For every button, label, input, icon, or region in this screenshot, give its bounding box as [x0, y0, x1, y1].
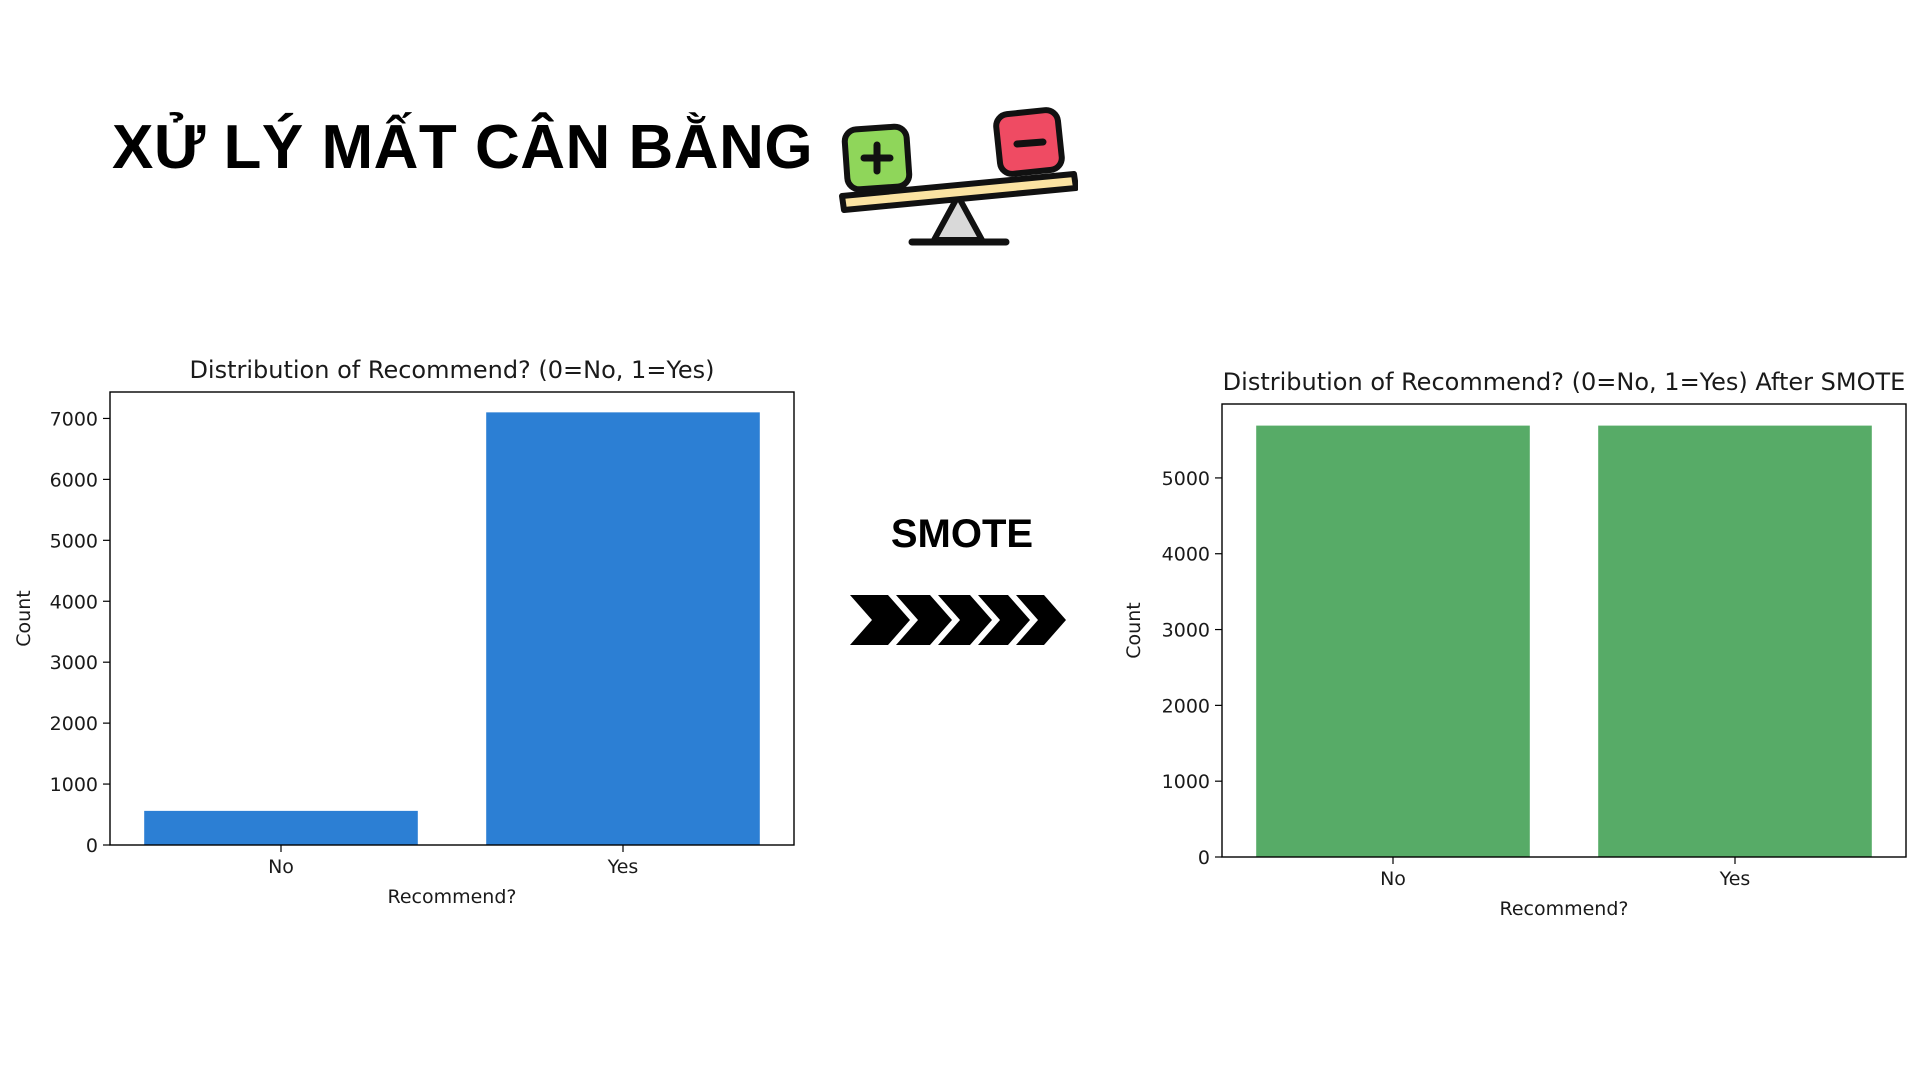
chart-after-smote: Distribution of Recommend? (0=No, 1=Yes)…: [1123, 368, 1907, 920]
y-tick-label: 0: [86, 835, 98, 857]
y-tick-label: 2000: [50, 713, 98, 735]
y-tick-label: 1000: [50, 774, 98, 796]
y-tick-label: 5000: [1162, 468, 1210, 490]
chevrons-right-icon: [850, 595, 1066, 645]
x-tick-label: No: [268, 856, 294, 878]
x-axis-label: Recommend?: [1499, 898, 1628, 920]
chart-title: Distribution of Recommend? (0=No, 1=Yes)…: [1223, 368, 1906, 396]
y-tick-label: 7000: [50, 408, 98, 430]
chart-before-smote: Distribution of Recommend? (0=No, 1=Yes)…: [13, 356, 795, 908]
y-tick-label: 3000: [1162, 620, 1210, 642]
y-tick-label: 1000: [1162, 771, 1210, 793]
plot-frame: [1221, 403, 1907, 858]
chart-title: Distribution of Recommend? (0=No, 1=Yes): [189, 356, 714, 384]
bar-no: [144, 810, 418, 845]
plot-frame: [109, 391, 795, 846]
x-axis-label: Recommend?: [387, 886, 516, 908]
x-tick-label: Yes: [607, 856, 639, 878]
y-tick-label: 5000: [50, 530, 98, 552]
smote-label: SMOTE: [890, 512, 1034, 556]
page-title: XỬ LÝ MẤT CÂN BẰNG: [112, 113, 814, 182]
x-tick-label: No: [1380, 868, 1406, 890]
seesaw-balance-icon: [839, 107, 1078, 246]
y-tick-label: 4000: [1162, 544, 1210, 566]
y-axis-label: Count: [1123, 602, 1145, 658]
bar-yes: [1598, 425, 1872, 857]
y-tick-label: 3000: [50, 652, 98, 674]
y-tick-label: 4000: [50, 591, 98, 613]
y-tick-label: 0: [1198, 847, 1210, 869]
bar-no: [1256, 425, 1530, 857]
x-tick-label: Yes: [1719, 868, 1751, 890]
bar-yes: [486, 412, 760, 845]
y-axis-label: Count: [13, 590, 35, 646]
y-tick-label: 6000: [50, 469, 98, 491]
y-tick-label: 2000: [1162, 695, 1210, 717]
